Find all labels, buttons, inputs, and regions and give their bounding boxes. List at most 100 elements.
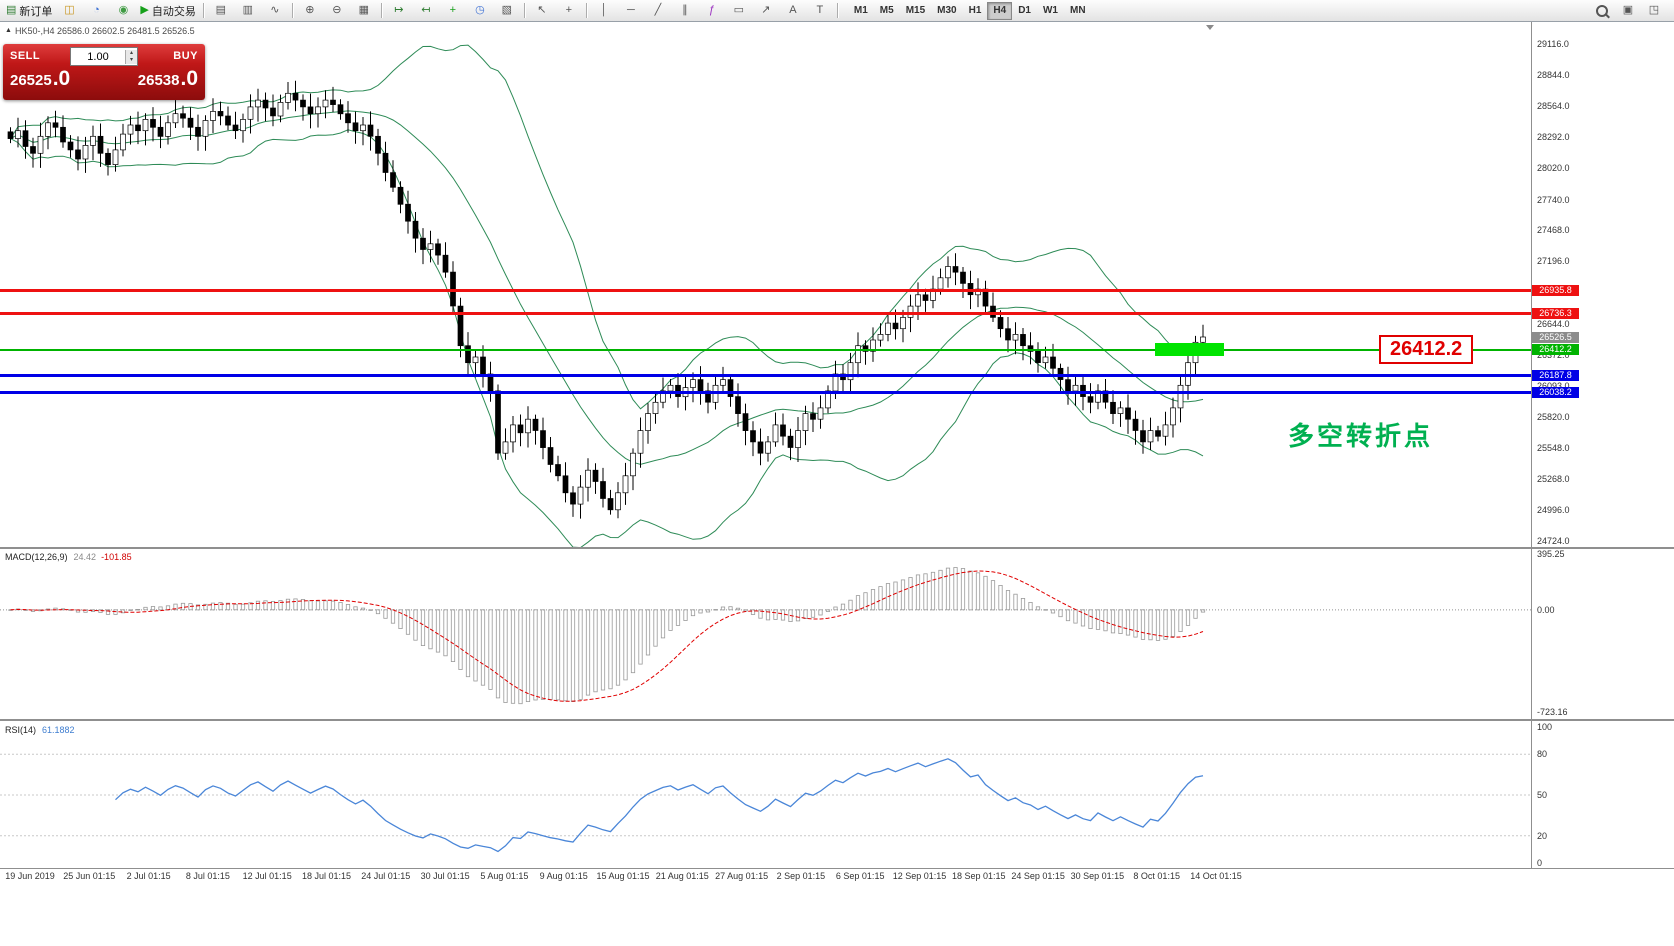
window-list-button[interactable]: ◳ <box>1641 2 1667 20</box>
time-axis-label: 12 Sep 01:15 <box>892 871 947 881</box>
trendline-button[interactable]: ╱ <box>645 2 671 20</box>
timeframe-M1[interactable]: M1 <box>853 5 868 16</box>
chart-shift-icon: ↤ <box>421 4 431 16</box>
search-button[interactable] <box>1589 2 1615 20</box>
toolbar-separator <box>523 3 525 18</box>
tile-windows-button[interactable]: ▦ <box>351 2 377 20</box>
refresh-icon: ◉ <box>118 4 129 16</box>
timeframe-group: M1 M5 M15 M30 H1 H4 D1 W1 MN <box>848 1 1092 20</box>
timeframe-W1[interactable]: W1 <box>1042 5 1058 16</box>
timeframe-M30[interactable]: M30 <box>937 5 957 16</box>
chart-shift-marker[interactable] <box>1206 25 1214 30</box>
tile-windows-icon: ▦ <box>358 4 370 16</box>
price-tag-pivot-line: 26412.2 <box>1532 344 1579 356</box>
level-line-pivot-line[interactable] <box>0 348 1531 351</box>
volume-up-button[interactable]: ▴ <box>126 49 137 57</box>
annotation-text[interactable]: 多空转折点 <box>1288 421 1434 451</box>
horizontal-line-button[interactable]: ─ <box>618 2 644 20</box>
time-axis-label: 12 Jul 01:15 <box>242 871 292 881</box>
refresh-button[interactable]: ◉ <box>110 2 136 20</box>
periods-button[interactable]: ◷ <box>467 2 493 20</box>
timeframe-MN[interactable]: MN <box>1069 5 1086 16</box>
shapes-icon: ▭ <box>733 4 745 16</box>
toolbar-separator <box>836 3 838 18</box>
new-chart-button[interactable]: ▣ <box>1615 2 1641 20</box>
price-tick: 28844.0 <box>1537 69 1570 80</box>
new-order-button[interactable]: ▤ 新订单 <box>3 2 55 20</box>
volume-value[interactable]: 1.00 <box>87 50 109 63</box>
zoom-out-icon: ⊖ <box>332 4 342 16</box>
timeframe-H1[interactable]: H1 <box>968 5 982 16</box>
toolbar-right-group: ▣ ◳ <box>1589 2 1667 20</box>
profile-button[interactable]: ◔ <box>83 2 109 20</box>
one-click-trading-panel: SELL BUY 1.00 ▴ ▾ 26525.0 26538.0 <box>3 44 205 100</box>
time-axis-label: 2 Sep 01:15 <box>776 871 826 881</box>
indicators-button[interactable]: + <box>440 2 466 20</box>
time-axis-label: 8 Jul 01:15 <box>185 871 230 881</box>
volume-down-button[interactable]: ▾ <box>126 56 137 64</box>
toolbar: ▤ 新订单 ◫ ◔ ◉ ▶ 自动交易 ▤ ▥ ∿ ⊕ ⊖ ▦ ↦ ↤ + ◷ ▧ ↖ + │ ─ ╱ ∥ ƒ ▭ ↗ A T M1 M5 M1… <box>0 0 1674 22</box>
time-axis-label: 8 Oct 01:15 <box>1133 871 1180 881</box>
autotrading-button[interactable]: ▶ 自动交易 <box>137 2 198 20</box>
price-tick: 26644.0 <box>1537 318 1570 329</box>
channel-button[interactable]: ∥ <box>672 2 698 20</box>
zoom-in-button[interactable]: ⊕ <box>297 2 323 20</box>
price-callout[interactable]: 26412.2 <box>1379 334 1474 364</box>
macd-panel <box>0 567 1531 705</box>
profile-icon: ◔ <box>93 4 100 16</box>
panel-divider[interactable] <box>0 547 1674 549</box>
timeframe-M15[interactable]: M15 <box>905 5 926 16</box>
fibonacci-button[interactable]: ƒ <box>699 2 725 20</box>
timeframe-H4[interactable]: H4 <box>987 1 1013 20</box>
buy-label: BUY <box>173 50 198 62</box>
templates-icon: ▧ <box>501 4 513 16</box>
candlestick-chart-button[interactable]: ▥ <box>235 2 261 20</box>
time-axis-label: 15 Aug 01:15 <box>596 871 650 881</box>
timeframe-M5[interactable]: M5 <box>879 5 894 16</box>
new-order-button-label: 新订单 <box>19 5 53 18</box>
text-label-button[interactable]: T <box>807 2 833 20</box>
price-tick: 28292.0 <box>1537 132 1570 143</box>
time-axis-label: 18 Jul 01:15 <box>301 871 352 881</box>
new-chart-icon: ▣ <box>1622 4 1634 16</box>
text-icon: A <box>789 4 797 16</box>
level-line-resistance-line-2[interactable] <box>0 311 1531 315</box>
shapes-button[interactable]: ▭ <box>726 2 752 20</box>
price-tag-support-line-2: 26038.2 <box>1532 386 1579 398</box>
chart-shift-button[interactable]: ↤ <box>413 2 439 20</box>
auto-scroll-button[interactable]: ↦ <box>386 2 412 20</box>
sell-button[interactable]: 26525.0 <box>10 67 71 90</box>
rsi-scale-tick: 50 <box>1537 790 1548 800</box>
vertical-line-button[interactable]: │ <box>591 2 617 20</box>
candlestick-chart-icon: ▥ <box>242 4 254 16</box>
buy-button[interactable]: 26538.0 <box>137 67 198 90</box>
rsi-scale-tick: 20 <box>1537 830 1548 841</box>
level-line-support-line-2[interactable] <box>0 390 1531 394</box>
zoom-out-button[interactable]: ⊖ <box>324 2 350 20</box>
level-line-resistance-line-1[interactable] <box>0 289 1531 293</box>
timeframe-D1[interactable]: D1 <box>1018 5 1031 16</box>
text-label-icon: T <box>816 4 824 16</box>
highlight-rectangle[interactable] <box>1155 343 1224 357</box>
indicators-icon: + <box>449 4 457 16</box>
periods-icon: ◷ <box>475 4 485 16</box>
bollinger-band <box>10 44 1204 410</box>
price-tag-resistance-line-2: 26736.3 <box>1532 307 1579 319</box>
bar-chart-button[interactable]: ▤ <box>208 2 234 20</box>
arrows-button[interactable]: ↗ <box>753 2 779 20</box>
macd-scale-tick: 0.00 <box>1537 604 1555 615</box>
panel-divider[interactable] <box>0 719 1674 721</box>
arrows-icon: ↗ <box>761 4 771 16</box>
level-line-support-line-1[interactable] <box>0 373 1531 377</box>
fibonacci-icon: ƒ <box>708 4 715 16</box>
line-chart-button[interactable]: ∿ <box>262 2 288 20</box>
symbols-button[interactable]: ◫ <box>56 2 82 20</box>
crosshair-button[interactable]: + <box>556 2 582 20</box>
trendline-icon: ╱ <box>654 4 662 16</box>
volume-spinner[interactable]: 1.00 ▴ ▾ <box>70 47 138 66</box>
templates-button[interactable]: ▧ <box>494 2 520 20</box>
cursor-button[interactable]: ↖ <box>529 2 555 20</box>
time-axis-label: 19 Jun 2019 <box>5 871 55 881</box>
text-button[interactable]: A <box>780 2 806 20</box>
